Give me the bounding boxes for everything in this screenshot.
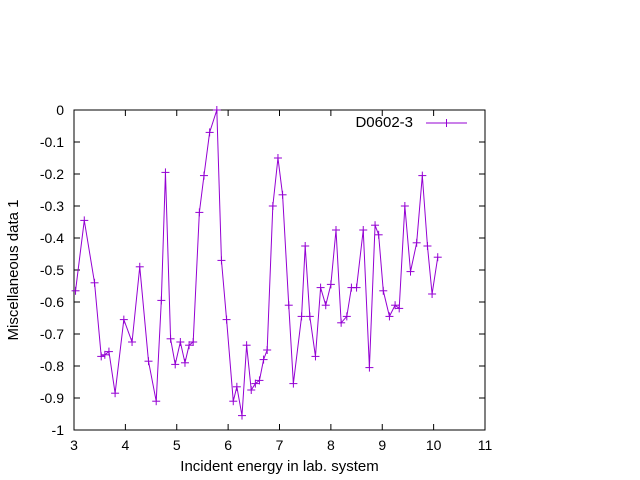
x-tick-label: 8 (327, 437, 335, 453)
data-point (229, 397, 238, 406)
data-point (391, 301, 400, 310)
axis-tick-labels: 3 4 5 6 7 8 9 10 11 0 -0.1 -0.2 -0.3 -0.4 -0.5 -0.6 -0.7… (40, 102, 493, 453)
data-point (80, 216, 89, 225)
data-point (152, 397, 161, 406)
data-point (284, 301, 293, 310)
data-point (406, 267, 415, 276)
data-point (423, 242, 432, 250)
y-tick-label: -0.7 (40, 326, 64, 342)
legend-label: D0602-3 (355, 114, 413, 131)
x-axis-label: Incident energy in lab. system (180, 458, 378, 475)
data-point (161, 168, 170, 177)
data-point (311, 352, 320, 361)
data-point (259, 355, 268, 364)
data-point (97, 352, 106, 361)
data-point (242, 341, 251, 350)
x-tick-label: 10 (426, 437, 442, 453)
data-point (205, 128, 214, 137)
x-tick-label: 11 (478, 437, 493, 453)
data-point (135, 262, 144, 271)
data-point (359, 226, 368, 234)
data-point (352, 283, 361, 292)
data-point (251, 379, 260, 388)
data-point (395, 304, 404, 313)
data-point (400, 202, 409, 210)
data-point (385, 312, 394, 321)
data-point (222, 315, 231, 324)
data-point (321, 301, 330, 310)
axis-ticks (73, 109, 486, 431)
data-point (255, 376, 264, 385)
data-point (176, 338, 185, 346)
x-tick-label: 3 (70, 437, 78, 453)
data-point (180, 358, 189, 367)
x-tick-label: 4 (121, 437, 129, 453)
data-point (144, 357, 153, 366)
x-tick-label: 5 (173, 437, 181, 453)
y-tick-label: -0.6 (40, 294, 64, 310)
data-point (273, 154, 282, 162)
x-tick-label: 6 (224, 437, 232, 453)
data-point (379, 286, 388, 295)
y-tick-label: -0.8 (40, 358, 64, 374)
data-point (326, 280, 335, 289)
x-tick-label: 9 (378, 437, 386, 453)
data-point (316, 283, 325, 292)
data-point (278, 190, 287, 199)
x-tick-label: 7 (276, 437, 284, 453)
y-tick-label: -0.1 (40, 134, 64, 150)
data-point (119, 315, 128, 324)
data-point (332, 226, 341, 234)
data-point (289, 379, 298, 388)
data-point (365, 363, 374, 372)
data-point (374, 230, 383, 239)
data-point (90, 278, 99, 287)
data-point (185, 341, 194, 350)
y-tick-label: -0.5 (40, 262, 64, 278)
data-point (237, 411, 246, 420)
legend-marker (442, 119, 451, 127)
y-tick-label: -0.9 (40, 390, 64, 406)
data-point (104, 347, 113, 356)
data-point (412, 238, 421, 247)
data-point (418, 171, 427, 180)
y-tick-label: -0.2 (40, 166, 64, 182)
data-point (268, 202, 277, 210)
data-point (217, 256, 226, 265)
legend: D0602-3 (355, 114, 467, 131)
data-point (301, 242, 310, 250)
data-point (171, 360, 180, 369)
y-tick-label: 0 (56, 102, 64, 118)
data-point (305, 312, 314, 321)
data-point (371, 221, 380, 230)
y-tick-label: -0.3 (40, 198, 64, 214)
data-point (337, 318, 346, 327)
y-tick-label: -1 (52, 422, 65, 438)
data-point (71, 286, 80, 295)
data-point (195, 208, 204, 217)
data-point (342, 312, 351, 321)
data-point (297, 312, 306, 321)
data-point (166, 334, 175, 343)
data-point (199, 171, 208, 180)
data-point (212, 106, 221, 114)
data-point (100, 350, 109, 359)
data-point (263, 346, 272, 354)
data-point (189, 338, 198, 346)
data-point (128, 338, 137, 346)
data-point (428, 290, 437, 298)
series-layer (71, 106, 442, 420)
data-point (157, 296, 166, 305)
data-point (433, 253, 442, 262)
data-point (247, 386, 256, 394)
y-tick-label: -0.4 (40, 230, 64, 246)
data-point (232, 382, 241, 391)
data-point (111, 389, 120, 398)
y-axis-label: Miscellaneous data 1 (5, 200, 22, 341)
series-line (75, 109, 439, 416)
